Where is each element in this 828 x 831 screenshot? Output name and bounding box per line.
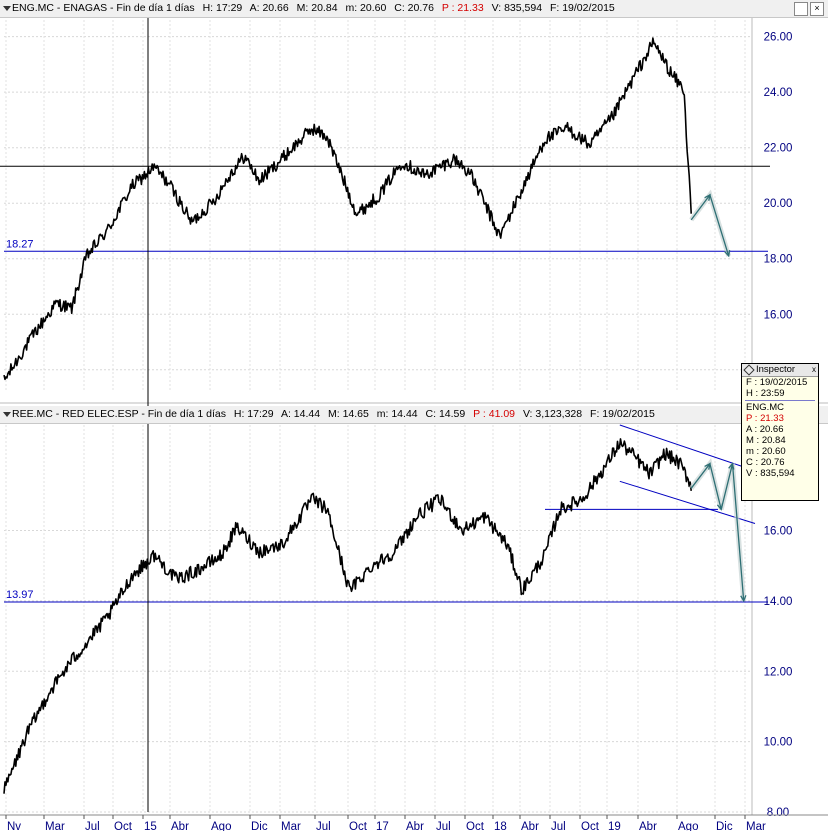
x-tick-label: Ago [211,821,231,831]
inspector-volume: V : 835,594 [746,468,795,479]
channel-lower-line [619,480,756,524]
bottom-hour: H: 17:29 [233,408,274,420]
top-panel-header: ENG.MC - ENAGAS - Fin de día 1 días H: 1… [0,0,828,18]
x-tick-label: Jul [436,821,451,831]
y-tick-label: 14.00 [764,596,793,608]
top-date: F: 19/02/2015 [549,2,615,14]
x-tick-label: Jul [85,821,100,831]
bottom-ticker: REE.MC - RED ELEC.ESP - Fin de día 1 día… [12,408,226,420]
y-tick-label: 12.00 [764,666,793,678]
top-p: P : 21.33 [441,2,484,14]
x-tick-label: Abr [406,821,424,831]
top-close: C: 20.76 [394,2,434,14]
price-series-REE.MC [3,438,692,794]
x-tick-label: 17 [376,821,389,831]
close-button[interactable]: × [810,2,824,16]
x-tick-label: Nv [7,821,21,831]
top-high: M: 20.84 [296,2,338,14]
bottom-open: A: 14.44 [280,408,321,420]
projection-arrowhead [724,249,731,258]
y-tick-label: 10.00 [764,737,793,749]
inspector-hour: H : 23:59 [746,388,785,399]
x-tick-label: Abr [639,821,657,831]
top-low: m: 20.60 [345,2,387,14]
x-tick-label: Oct [114,821,133,831]
y-tick-label: 8.00 [767,807,789,819]
y-tick-label: 24.00 [764,87,793,99]
y-tick-label: 22.00 [764,143,793,155]
x-tick-label: Ago [678,821,698,831]
x-tick-label: Jul [551,821,566,831]
bottom-close: C: 14.59 [425,408,466,420]
inspector-ticker: ENG.MC [746,402,784,413]
projection-arrowhead [716,503,724,511]
top-volume: V: 835,594 [491,2,543,14]
level-label: 18.27 [6,238,34,250]
projection-shadow [689,189,732,257]
x-tick-label: Abr [171,821,189,831]
bottom-panel-header: REE.MC - RED ELEC.ESP - Fin de día 1 día… [0,406,828,424]
x-tick-label: Oct [466,821,485,831]
inspector-high: M : 20.84 [746,435,786,446]
y-tick-label: 26.00 [764,32,793,44]
top-ticker: ENG.MC - ENAGAS - Fin de día 1 días [12,2,195,14]
x-tick-label: Oct [349,821,368,831]
pin-icon [3,6,11,11]
inspector-p: P : 21.33 [746,413,784,424]
projection-arrowhead [728,462,735,470]
inspector-open: A : 20.66 [746,424,784,435]
top-open: A: 20.66 [249,2,289,14]
inspector-title-bar[interactable]: Inspector x [742,364,818,377]
pencil-icon [743,364,755,376]
inspector-close-value: C : 20.76 [746,457,785,468]
x-tick-label: Dic [251,821,268,831]
bottom-p: P : 41.09 [473,408,516,420]
x-tick-label: Mar [746,821,766,831]
bottom-date: F: 19/02/2015 [590,408,655,420]
y-tick-label: 16.00 [764,309,793,321]
x-tick-label: Mar [281,821,301,831]
pin-icon [3,412,11,417]
inspector-close-icon[interactable]: x [812,365,816,374]
inspector-panel[interactable]: Inspector x F : 19/02/2015 H : 23:59 ENG… [741,363,819,501]
x-tick-label: Dic [716,821,733,831]
inspector-title: Inspector [756,364,796,375]
y-tick-label: 18.00 [764,254,793,266]
x-tick-label: 19 [608,821,621,831]
bottom-high: M: 14.65 [327,408,369,420]
projection-shadow [689,458,747,602]
projection-arrowhead [704,193,711,201]
inspector-divider [745,400,815,401]
y-tick-label: 20.00 [764,198,793,210]
inspector-low: m : 20.60 [746,446,786,457]
price-series-ENG.MC [3,37,692,381]
y-tick-label: 16.00 [764,526,793,538]
x-tick-label: Mar [45,821,65,831]
x-tick-label: 15 [144,821,157,831]
projection-arrowhead [740,595,747,603]
inspector-date: F : 19/02/2015 [746,377,808,388]
maximize-button[interactable] [794,2,808,16]
bottom-volume: V: 3,123,328 [522,408,583,420]
x-tick-label: Jul [316,821,331,831]
projection-arrowhead [704,462,711,470]
projection-path [690,193,730,257]
x-tick-label: Oct [581,821,600,831]
x-tick-label: Abr [521,821,539,831]
level-label: 13.97 [6,589,34,601]
bottom-low: m: 14.44 [376,408,418,420]
top-hour: H: 17:29 [202,2,243,14]
x-tick-label: 18 [494,821,507,831]
